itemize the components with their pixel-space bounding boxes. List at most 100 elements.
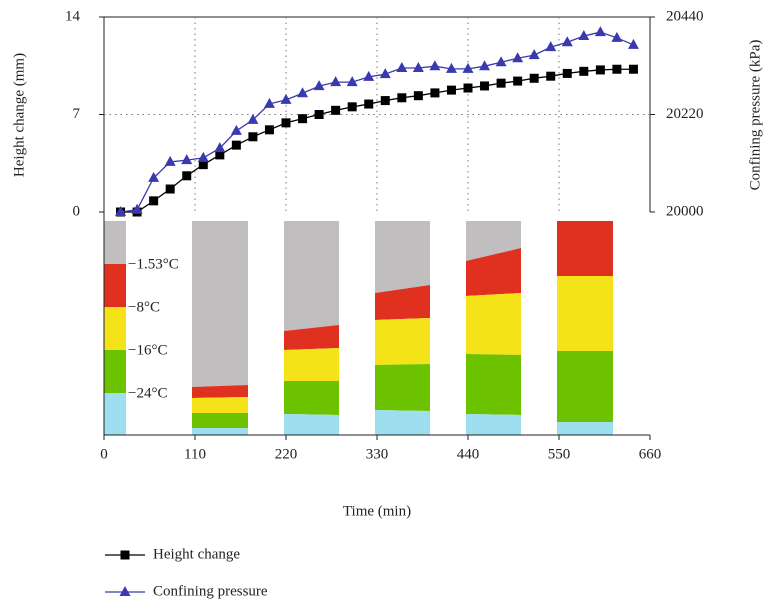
marker [314,110,324,119]
marker [164,155,176,166]
marker [119,586,131,596]
y-tick-label: 0 [73,203,81,219]
zone [375,285,430,320]
marker [363,70,375,81]
annotation: −1.53°C [128,256,179,272]
marker [182,171,192,181]
marker [364,99,374,109]
zone [192,397,248,413]
zone [104,307,126,350]
marker [561,36,573,47]
marker [546,71,556,81]
zone [284,348,339,381]
marker [380,96,390,106]
zone [466,414,521,435]
marker [413,91,423,101]
marker [148,171,160,182]
marker [396,61,408,72]
zone [104,393,126,435]
marker [578,30,590,41]
annotation: −24°C [128,385,167,401]
marker [264,125,274,135]
zone [104,221,126,264]
marker [496,78,506,88]
annotation: −8°C [128,299,160,315]
marker [446,85,456,95]
marker [627,38,639,49]
marker [215,150,225,160]
zone [466,293,521,355]
marker [297,87,309,98]
marker [330,76,342,87]
legend-label: Height change [153,546,240,562]
marker [628,64,638,74]
zone [375,318,430,365]
y2-axis-title: Confining pressure (kPa) [747,40,763,191]
marker [280,93,292,104]
marker [612,64,622,74]
marker [512,52,524,63]
marker [480,81,490,91]
zone [104,350,126,393]
marker [545,41,557,52]
marker [430,88,440,98]
legend-label: Confining pressure [153,583,268,599]
marker [281,118,291,128]
zone [557,422,613,435]
zone [375,410,430,435]
zone [192,385,248,398]
marker [445,62,457,73]
x-tick-label: 330 [366,446,389,462]
marker [120,550,130,560]
marker [347,102,357,112]
zone [284,221,339,331]
marker [231,140,241,150]
zone [466,248,521,296]
zone [192,221,248,387]
zone [192,413,248,428]
x-tick-label: 110 [184,446,206,462]
marker [579,66,589,76]
marker [165,184,175,194]
zone [192,428,248,435]
marker [562,68,572,78]
marker [115,206,127,216]
zone [375,364,430,411]
y2-tick-label: 20000 [666,203,704,219]
y-tick-label: 14 [65,8,81,24]
zone [466,221,521,261]
marker [594,26,606,37]
zone [104,264,126,307]
zone [284,381,339,415]
y-tick-label: 7 [73,106,81,122]
marker [197,151,209,162]
x-tick-label: 660 [639,446,662,462]
marker [248,132,258,142]
x-tick-label: 220 [275,446,298,462]
zone [375,221,430,293]
marker [479,60,491,71]
zone [284,414,339,435]
marker [149,196,159,206]
zone [284,325,339,350]
marker [528,49,540,60]
marker [298,114,308,124]
marker [131,203,143,214]
marker [429,60,441,71]
marker [230,124,242,135]
marker [529,73,539,83]
marker [214,142,226,153]
marker [181,154,193,165]
zone [466,354,521,415]
marker [346,76,358,87]
marker [313,80,325,91]
marker [513,76,523,86]
marker [412,61,424,72]
zone [557,351,613,422]
marker [263,97,275,108]
x-tick-label: 550 [548,446,571,462]
zone [557,276,613,351]
y-axis-title: Height change (mm) [11,53,27,177]
marker [462,62,474,73]
zone [557,221,613,276]
